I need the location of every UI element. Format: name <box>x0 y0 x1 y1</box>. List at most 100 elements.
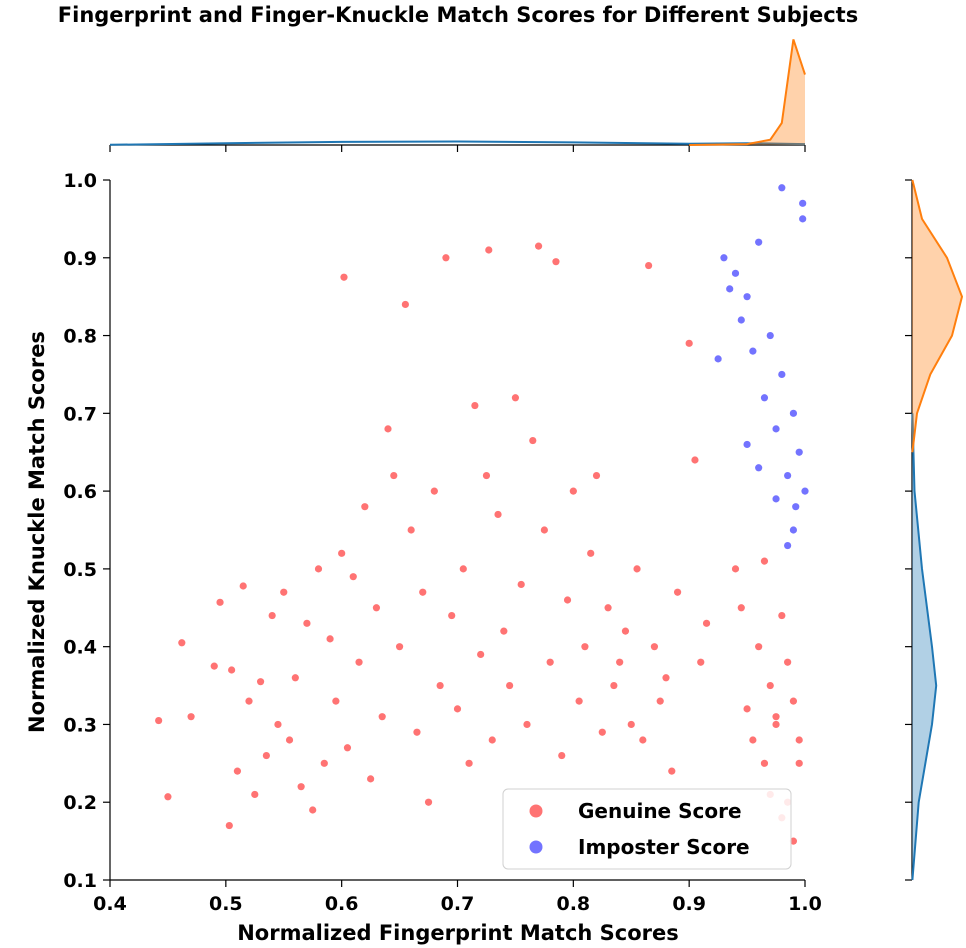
genuine-point <box>256 678 265 686</box>
genuine-point <box>442 254 450 262</box>
genuine-point <box>178 639 186 647</box>
genuine-point <box>668 767 676 775</box>
legend-label-imposter: Imposter Score <box>578 835 750 859</box>
genuine-point <box>326 635 334 643</box>
genuine-point <box>338 549 346 557</box>
genuine-point <box>268 611 276 620</box>
y-tick-label: 0.5 <box>63 559 97 581</box>
genuine-point <box>349 573 357 581</box>
y-tick-label: 0.9 <box>63 248 97 270</box>
genuine-point <box>465 759 473 767</box>
imposter-point <box>726 285 734 293</box>
genuine-point <box>477 650 485 659</box>
top-marginal-ticks <box>109 145 806 152</box>
genuine-point <box>749 736 757 744</box>
genuine-point <box>795 736 803 744</box>
genuine-point <box>320 759 328 767</box>
genuine-point <box>598 728 606 736</box>
genuine-point <box>459 565 467 573</box>
genuine-point <box>552 258 560 266</box>
imposter-point <box>737 316 745 324</box>
top-kde-imposter <box>689 39 806 146</box>
genuine-point <box>216 598 224 606</box>
legend-marker-genuine <box>529 804 543 818</box>
imposter-point <box>778 370 786 379</box>
genuine-point <box>424 798 433 806</box>
imposter-point <box>789 409 798 417</box>
genuine-point <box>280 588 288 596</box>
y-axis-ticks: 0.1 0.2 0.3 0.4 0.5 0.6 0.7 0.8 0.9 1.0 <box>63 170 110 892</box>
genuine-point <box>155 716 163 725</box>
genuine-point <box>662 674 670 682</box>
y-tick-label: 1.0 <box>63 170 97 192</box>
genuine-point <box>187 713 195 721</box>
x-axis-ticks: 0.4 0.5 0.6 0.7 0.8 0.9 1.0 <box>93 880 822 915</box>
genuine-point <box>297 783 305 791</box>
genuine-point <box>523 720 531 729</box>
imposter-point <box>784 541 792 550</box>
top-kde-imposter-fill <box>689 39 805 145</box>
genuine-point <box>685 339 693 347</box>
main-plot: 0.4 0.5 0.6 0.7 0.8 0.9 1.0 0.1 0.2 0.3 0.4 0.5 0.6… <box>25 170 822 945</box>
genuine-point <box>500 627 508 635</box>
genuine-point <box>361 503 369 511</box>
y-tick-label: 0.8 <box>63 326 97 348</box>
y-tick-label: 0.2 <box>63 792 97 814</box>
genuine-point <box>384 425 392 433</box>
chart-title: Fingerprint and Finger-Knuckle Match Sco… <box>58 3 858 27</box>
genuine-point <box>621 627 630 635</box>
genuine-point <box>575 697 583 705</box>
imposter-point <box>755 464 763 472</box>
genuine-point <box>702 619 711 627</box>
genuine-point <box>436 681 444 690</box>
genuine-point <box>691 456 699 464</box>
imposter-point <box>714 355 722 363</box>
genuine-point <box>546 658 554 666</box>
imposter-point <box>743 293 751 301</box>
y-tick-label: 0.3 <box>63 714 97 736</box>
genuine-point <box>314 565 323 573</box>
y-tick-label: 0.1 <box>63 870 97 892</box>
genuine-point <box>610 681 618 690</box>
genuine-point <box>332 697 340 705</box>
genuine-point <box>540 526 548 534</box>
imposter-point <box>760 394 769 402</box>
imposter-point <box>720 254 728 262</box>
genuine-point <box>778 611 786 620</box>
imposter-point <box>749 347 757 355</box>
genuine-point <box>569 487 577 495</box>
imposter-point <box>778 184 786 192</box>
imposter-point <box>731 269 740 277</box>
genuine-point <box>340 273 348 281</box>
imposter-point <box>799 199 807 207</box>
genuine-point <box>262 751 270 760</box>
genuine-point <box>616 658 624 666</box>
genuine-point <box>228 666 236 674</box>
genuine-point <box>563 596 572 604</box>
genuine-point <box>558 751 566 760</box>
genuine-point <box>390 471 398 480</box>
series-genuine <box>155 242 803 845</box>
genuine-point <box>482 471 491 480</box>
genuine-point <box>587 549 595 557</box>
imposter-point <box>801 487 809 495</box>
y-tick-label: 0.4 <box>63 637 97 659</box>
genuine-point <box>517 580 525 589</box>
genuine-point <box>604 604 612 612</box>
genuine-point <box>225 821 233 830</box>
imposter-point <box>792 503 800 511</box>
genuine-point <box>760 759 769 767</box>
genuine-point <box>737 604 745 612</box>
genuine-point <box>592 471 601 480</box>
right-kde-imposter <box>911 179 964 453</box>
genuine-point <box>419 588 427 596</box>
genuine-point <box>789 837 798 845</box>
imposter-point <box>784 471 792 480</box>
genuine-point <box>164 793 172 801</box>
genuine-point <box>378 713 386 721</box>
x-tick-label: 0.5 <box>209 893 243 915</box>
genuine-point <box>494 510 502 519</box>
right-marginal-ticks <box>905 179 912 881</box>
genuine-point <box>581 643 589 651</box>
genuine-point <box>210 662 218 670</box>
